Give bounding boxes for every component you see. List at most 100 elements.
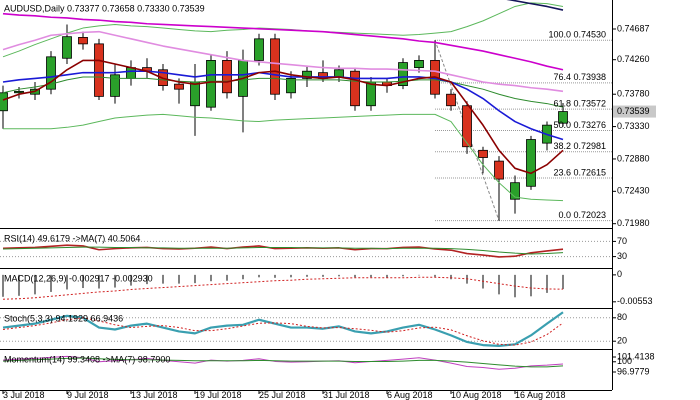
fib-label: 38.2 0.72981 [553,141,606,151]
histogram-bar [178,274,180,284]
y-tick-label: -0.00553 [617,296,653,306]
x-tick-label: 13 Jul 2018 [131,390,178,400]
y-tick-label: 30 [617,251,627,261]
histogram-bar [306,274,308,277]
panel-title: AUDUSD,Daily 0.73377 0.73658 0.73330 0.7… [4,3,205,13]
histogram-bar [34,274,36,295]
x-tick-label: 3 Jul 2018 [3,390,45,400]
fib-label: 23.6 0.72615 [553,167,606,177]
histogram-bar [258,274,260,278]
candle-body [334,69,344,78]
y-tick-label: 96.9779 [617,366,650,376]
candle-body [62,36,72,59]
histogram-bar [370,274,372,278]
candle-body [398,62,408,86]
panel-title: Momentum(14) 99.3408 ->MA(7) 98.7900 [4,354,170,364]
y-tick-label: 0.73780 [617,89,650,99]
candle-body [14,90,24,94]
candle-body [110,74,120,97]
series-line [2,30,564,93]
y-tick-label: 0.71980 [617,218,650,228]
histogram-bar [322,274,324,277]
candle-body [126,67,136,79]
series-line [2,311,564,347]
panel [2,355,564,370]
current-price-box [612,105,656,118]
candle-body [510,182,520,200]
y-tick-label: 100 [617,356,632,366]
fib-label: 0.0 0.72023 [558,210,606,220]
y-tick-label: 0 [617,269,622,279]
series-line [2,357,564,368]
histogram-bar [354,274,356,278]
candle-body [94,43,104,97]
histogram-bar [274,274,276,278]
y-tick-label: 101.4138 [617,351,655,361]
panel-title: RSI(14) 49.6179 ->MA(7) 40.5064 [4,233,140,243]
candle-body [558,111,568,124]
y-tick-label: 0.74260 [617,54,650,64]
histogram-bar [114,274,116,288]
candle-body [190,81,200,107]
candle-body [478,149,488,158]
y-tick-label: 20 [617,336,627,346]
candle-body [286,77,296,94]
series-line [2,246,564,255]
candle-body [414,60,424,69]
x-tick-label: 9 Jul 2018 [67,390,109,400]
histogram-bar [18,274,20,296]
candle-body [254,38,264,61]
histogram-bar [562,274,564,290]
panel [0,0,612,222]
y-tick-label: 0.74687 [617,23,650,33]
histogram-bar [498,274,500,295]
fib-label: 100.0 0.74530 [548,30,606,40]
candle-body [494,160,504,180]
histogram-bar [2,274,4,297]
series-line [2,76,564,108]
x-tick-label: 16 Aug 2018 [515,390,566,400]
series-line [2,70,564,141]
histogram-bar [530,274,532,297]
series-line [506,0,564,11]
panel [0,240,612,258]
y-tick-label: 0.73330 [617,121,650,131]
x-tick-label: 25 Jul 2018 [259,390,306,400]
x-tick-label: 31 Jul 2018 [323,390,370,400]
candle-body [0,92,8,112]
series-line [2,276,564,300]
candle-body [222,60,232,94]
panel [2,274,564,300]
histogram-bar [98,274,100,289]
candle-body [206,60,216,108]
histogram-bar [434,274,436,277]
candle-body [350,70,360,107]
histogram-bar [546,274,548,293]
y-tick-label: 0.72430 [617,186,650,196]
histogram-bar [146,274,148,285]
fib-label: 76.4 0.73938 [553,72,606,82]
y-tick-label: 80 [617,312,627,322]
y-tick-label: 0.72880 [617,153,650,163]
x-tick-label: 19 Jul 2018 [195,390,242,400]
histogram-bar [82,274,84,289]
candle-body [526,139,536,187]
panel-title: MACD(12,26,9) -0.002917 -0.002930 [4,273,153,283]
y-tick-label: 70 [617,236,627,246]
histogram-bar [50,274,52,292]
histogram-bar [66,274,68,290]
candle-body [46,56,56,90]
panel-title: Stoch(5,3,3) 94.1929 66.9436 [4,313,123,323]
histogram-bar [402,274,404,277]
candle-body [270,38,280,95]
series-line [3,113,564,202]
candle-body [446,93,456,107]
candle-body [366,81,376,107]
panel [0,311,612,347]
series-line [2,355,564,370]
histogram-bar [226,274,228,281]
candle-body [174,83,184,90]
candle-body [462,105,472,148]
series-line [2,59,564,175]
